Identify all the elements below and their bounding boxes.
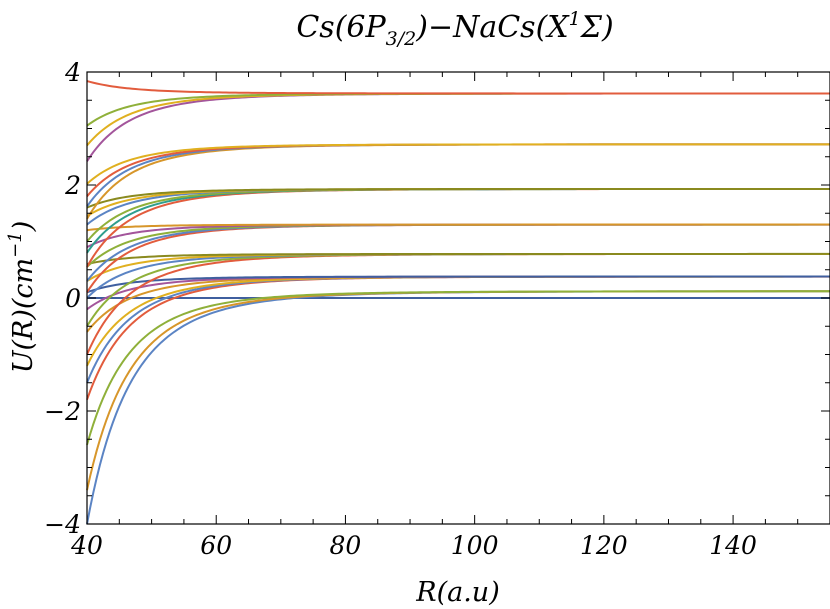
potential-curve-3: [86, 290, 830, 491]
potential-curve-4: [86, 290, 830, 446]
potential-curve-30: [86, 143, 830, 185]
potential-curve-15: [86, 252, 830, 266]
y-tick-label: 2: [64, 171, 81, 200]
potential-curve-8: [86, 275, 830, 333]
potential-curve-5: [86, 275, 830, 401]
y-tick-label: 4: [64, 58, 81, 87]
x-tick-label: 120: [580, 531, 628, 560]
chart-title: Cs(6P3/2)−NaCs(X1Σ): [296, 8, 613, 50]
potential-curve-10: [86, 275, 830, 294]
x-tick-label: 100: [451, 531, 499, 560]
potential-curve-26: [86, 187, 830, 209]
x-tick-label: 80: [330, 531, 362, 560]
y-tick-label: 0: [65, 284, 81, 313]
potential-curve-20: [86, 223, 830, 232]
y-axis-label: U(R)(cm−1): [5, 221, 39, 374]
potential-curve-25: [86, 187, 830, 217]
x-tick-label: 60: [200, 531, 232, 560]
potential-curve-27: [86, 143, 830, 220]
curve-group: [86, 80, 830, 525]
x-tick-label: 40: [70, 531, 103, 560]
axis-ticks: 40 60 80 100 120 140 −4 −2 0 2 4: [44, 58, 830, 560]
potential-curve-19: [86, 223, 830, 249]
y-tick-label: −4: [44, 510, 81, 539]
x-tick-label: 140: [709, 531, 757, 560]
potential-curve-11: [86, 252, 830, 355]
y-tick-label: −2: [44, 397, 81, 426]
potential-curve-33: [86, 92, 830, 127]
potential-curve-2: [86, 290, 830, 525]
potential-curve-34: [86, 80, 830, 95]
x-axis-label: R(a.u): [415, 577, 499, 608]
